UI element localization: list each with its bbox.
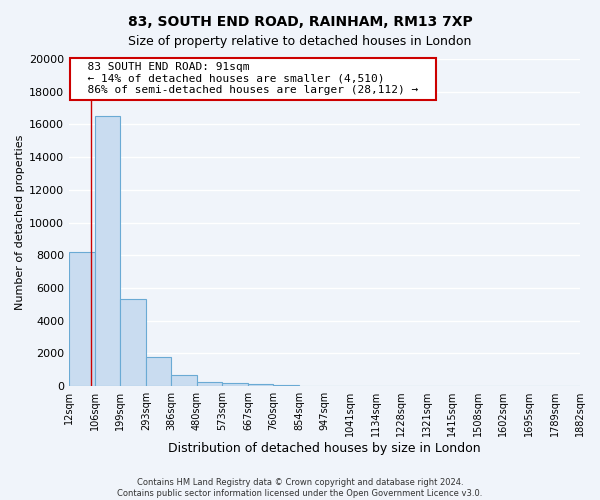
Bar xyxy=(274,385,299,386)
X-axis label: Distribution of detached houses by size in London: Distribution of detached houses by size … xyxy=(168,442,481,455)
Bar xyxy=(95,116,120,386)
Bar xyxy=(69,252,95,386)
Text: Contains HM Land Registry data © Crown copyright and database right 2024.
Contai: Contains HM Land Registry data © Crown c… xyxy=(118,478,482,498)
Bar xyxy=(146,358,172,386)
Bar xyxy=(248,384,274,386)
Bar xyxy=(172,374,197,386)
Bar xyxy=(120,300,146,386)
Y-axis label: Number of detached properties: Number of detached properties xyxy=(15,135,25,310)
Text: Size of property relative to detached houses in London: Size of property relative to detached ho… xyxy=(128,35,472,48)
Bar xyxy=(197,382,223,386)
Bar xyxy=(223,384,248,386)
Text: 83, SOUTH END ROAD, RAINHAM, RM13 7XP: 83, SOUTH END ROAD, RAINHAM, RM13 7XP xyxy=(128,15,472,29)
Text: 83 SOUTH END ROAD: 91sqm  
  ← 14% of detached houses are smaller (4,510)  
  86: 83 SOUTH END ROAD: 91sqm ← 14% of detach… xyxy=(74,62,432,96)
